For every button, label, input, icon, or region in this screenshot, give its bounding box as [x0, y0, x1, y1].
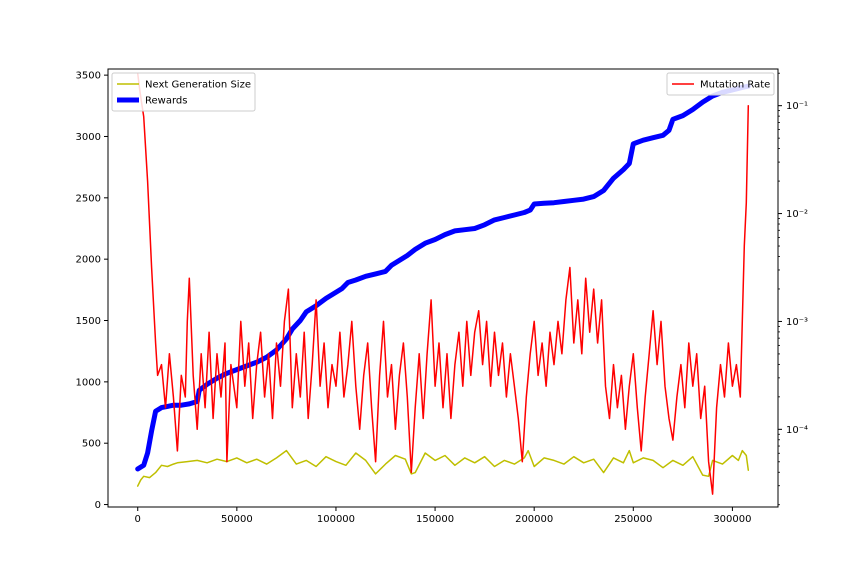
y2-tick-label: 10⁻² [786, 209, 808, 220]
y-tick-label: 2000 [76, 255, 101, 266]
series-line-mutation-rate [136, 72, 750, 495]
legend-label-mutation-rate: Mutation Rate [700, 80, 770, 91]
x-tick-label: 150000 [416, 514, 454, 525]
legend-right: Mutation Rate [666, 72, 775, 96]
y-tick-label: 3000 [76, 132, 101, 143]
legend-left: Next Generation Size Rewards [111, 72, 256, 112]
axes: 0 50000 100000 150000 200000 250000 300000 0 500… [76, 68, 808, 525]
y2-tick-label: 10⁻³ [786, 317, 808, 328]
y-tick-label: 1000 [76, 377, 101, 388]
y-tick-label: 2500 [76, 193, 101, 204]
y-tick-label: 0 [95, 500, 101, 511]
legend-label-next-generation-size: Next Generation Size [145, 80, 251, 91]
series-line-rewards [135, 83, 751, 472]
x-tick-label: 250000 [614, 514, 652, 525]
x-tick-label: 300000 [713, 514, 751, 525]
plot-area [135, 72, 751, 495]
y-tick-label: 1500 [76, 316, 101, 327]
y2-tick-label: 10⁻⁴ [786, 425, 808, 436]
x-tick-label: 100000 [317, 514, 355, 525]
legend-box [111, 72, 256, 112]
x-tick-label: 50000 [221, 514, 253, 525]
legend-label-rewards: Rewards [145, 96, 187, 107]
plot-frame [107, 68, 779, 508]
legend-box [666, 72, 775, 96]
y2-tick-label: 10⁻¹ [786, 101, 808, 112]
x-tick-label: 0 [135, 514, 141, 525]
y-tick-label: 500 [82, 439, 101, 450]
y-tick-label: 3500 [76, 71, 101, 82]
series-line-next-generation-size [136, 449, 750, 487]
x-tick-label: 200000 [515, 514, 553, 525]
